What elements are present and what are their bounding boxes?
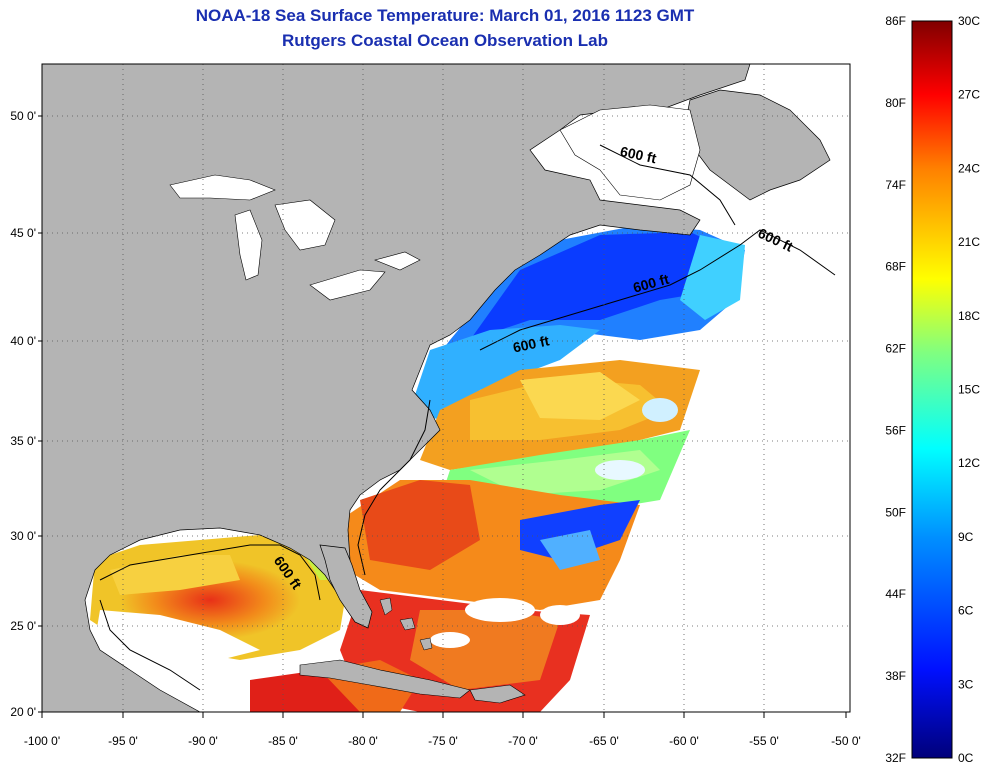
colorbar-celsius-label: 18C [958,309,980,323]
latitude-tick-label: 35 0' [10,434,36,448]
latitude-tick-label: 50 0' [10,109,36,123]
longitude-tick-label: -85 0' [268,734,298,748]
gulf-of-mexico-sst [90,535,420,712]
latitude-tick-label: 25 0' [10,619,36,633]
longitude-tick-label: -75 0' [428,734,458,748]
colorbar-celsius-label: 0C [958,751,974,765]
colorbar-fahrenheit-label: 50F [885,505,906,519]
bahamas-islands [379,597,433,651]
hispaniola-island [469,684,526,704]
colorbar-fahrenheit-labels: 86F 80F 74F 68F 62F 56F 50F 44F 38F 32F [885,14,906,765]
colorbar-celsius-labels: 30C 27C 24C 21C 18C 15C 12C 9C 6C 3C 0C [958,14,980,765]
latitude-tick-label: 45 0' [10,226,36,240]
florida-peninsula [319,544,373,629]
colorbar-fahrenheit-label: 62F [885,342,906,356]
latitude-tick-label: 40 0' [10,334,36,348]
colorbar-fahrenheit-label: 74F [885,178,906,192]
cuba-island [299,659,471,699]
colorbar-fahrenheit-label: 68F [885,260,906,274]
great-lakes [169,174,421,301]
map-frame [41,63,851,713]
colorbar-celsius-label: 24C [958,161,980,175]
longitude-tick-label: -50 0' [831,734,861,748]
longitude-axis: -100 0' -95 0' -90 0' -85 0' -80 0' -75 0' -70… [24,712,861,748]
north-america-landmass [42,64,751,712]
contour-label-mid-atlantic: 600 ft [511,332,550,355]
bathymetry-contours [99,144,836,691]
longitude-tick-label: -70 0' [508,734,538,748]
longitude-tick-label: -60 0' [669,734,699,748]
temperature-colorbar [911,20,953,759]
colorbar-celsius-label: 9C [958,530,974,544]
longitude-tick-label: -65 0' [589,734,619,748]
colorbar-celsius-label: 21C [958,235,980,249]
colorbar-fahrenheit-label: 86F [885,14,906,28]
colorbar-celsius-label: 12C [958,456,980,470]
colorbar-celsius-label: 6C [958,604,974,618]
colorbar-celsius-label: 15C [958,383,980,397]
colorbar-fahrenheit-label: 56F [885,423,906,437]
colorbar-celsius-label: 30C [958,14,980,28]
latitude-tick-label: 20 0' [10,705,36,719]
colorbar-fahrenheit-label: 80F [885,96,906,110]
colorbar-fahrenheit-label: 32F [885,751,906,765]
longitude-tick-label: -100 0' [24,734,60,748]
longitude-tick-label: -90 0' [188,734,218,748]
colorbar-celsius-label: 3C [958,677,974,691]
latitude-tick-label: 30 0' [10,529,36,543]
contour-label-gulf-of-maine: 600 ft [619,143,658,166]
colorbar-fahrenheit-label: 38F [885,669,906,683]
colorbar-fahrenheit-label: 44F [885,587,906,601]
gulf-of-st-lawrence [559,104,701,201]
colorbar-celsius-label: 27C [958,88,980,102]
longitude-tick-label: -95 0' [108,734,138,748]
longitude-tick-label: -80 0' [348,734,378,748]
latitude-axis: 50 0' 45 0' 40 0' 35 0' 30 0' 25 0' 20 0' [10,109,42,719]
longitude-tick-label: -55 0' [749,734,779,748]
map-title: NOAA-18 Sea Surface Temperature: March 0… [195,6,695,25]
map-subtitle: Rutgers Coastal Ocean Observation Lab [282,31,608,50]
map-gridlines [42,64,850,712]
